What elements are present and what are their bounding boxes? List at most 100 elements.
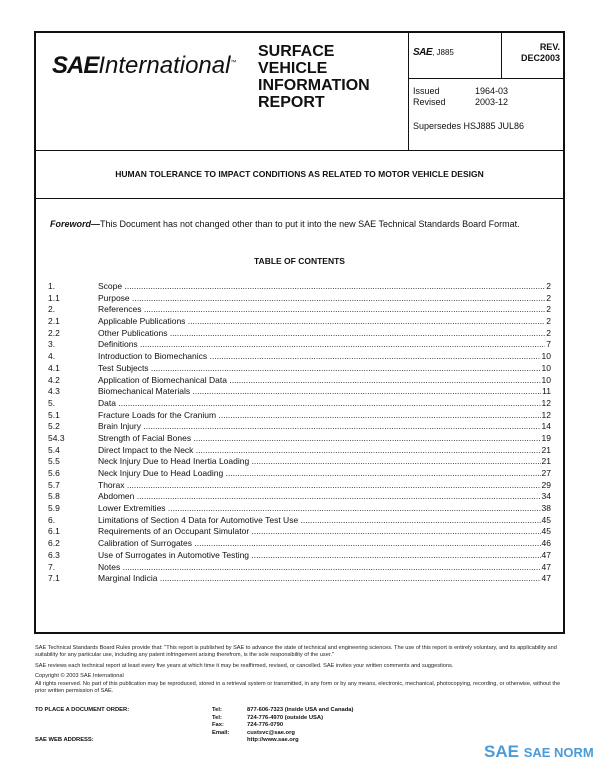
toc-title: Biomechanical Materials bbox=[98, 386, 541, 398]
toc-number: 5.6 bbox=[48, 468, 60, 478]
rules-text: SAE Technical Standards Board Rules prov… bbox=[35, 645, 557, 659]
contact-value[interactable]: custsvc@sae.org bbox=[247, 729, 295, 736]
toc-entry[interactable]: 5.5 Neck Injury Due to Head Inertia Loadi… bbox=[48, 456, 551, 468]
toc-title: Other Publications bbox=[98, 328, 545, 340]
toc-number: 4.1 bbox=[48, 362, 60, 373]
toc-entry[interactable]: 2.2 Other Publications2 bbox=[48, 328, 551, 340]
report-type-line: REPORT bbox=[258, 94, 325, 111]
toc-page: 7 bbox=[546, 339, 551, 350]
toc-number: 6. bbox=[48, 514, 56, 525]
rev-label: REV. bbox=[539, 42, 560, 52]
toc-title: Purpose bbox=[98, 293, 545, 305]
report-type: SURFACE VEHICLE INFORMATION REPORT bbox=[258, 43, 370, 111]
doc-number: J885 bbox=[436, 48, 454, 57]
toc-page: 45 bbox=[541, 514, 551, 525]
toc-title: Data bbox=[98, 398, 541, 410]
toc-page: 11 bbox=[542, 386, 551, 397]
foreword-label: Foreword— bbox=[50, 219, 101, 229]
toc-entry[interactable]: 2.1 Applicable Publications2 bbox=[48, 316, 551, 328]
toc-title: Notes bbox=[98, 562, 541, 574]
toc-number: 1.1 bbox=[48, 292, 60, 303]
toc-title: Scope bbox=[98, 281, 545, 293]
toc-page: 2 bbox=[546, 281, 551, 291]
sae-international-logo: SAEInternational™ bbox=[52, 52, 237, 79]
toc-number: 6.2 bbox=[48, 538, 60, 549]
toc-number: 4. bbox=[48, 351, 56, 362]
toc-title: Limitations of Section 4 Data for Automo… bbox=[98, 515, 541, 527]
toc-page: 47 bbox=[541, 561, 551, 572]
toc-number: 3. bbox=[48, 339, 56, 350]
toc-entry[interactable]: 7. Notes47 bbox=[48, 562, 551, 574]
toc-entry[interactable]: 4.3 Biomechanical Materials11 bbox=[48, 386, 551, 398]
toc-entry[interactable]: 4. Introduction to Biomechanics10 bbox=[48, 351, 551, 363]
toc-title: References bbox=[98, 304, 545, 316]
toc-entry[interactable]: 2. References2 bbox=[48, 304, 551, 316]
toc-page: 47 bbox=[541, 573, 551, 584]
toc-title: Direct Impact to the Neck bbox=[98, 445, 541, 457]
toc-entry[interactable]: 6.3 Use of Surrogates in Automotive Testi… bbox=[48, 550, 551, 562]
toc-page: 10 bbox=[541, 351, 551, 362]
toc-number: 4.2 bbox=[48, 374, 60, 385]
toc-entry[interactable]: 5.1 Fracture Loads for the Cranium12 bbox=[48, 410, 551, 422]
toc-number: 5.8 bbox=[48, 491, 60, 502]
review-text: SAE reviews each technical report at lea… bbox=[35, 662, 454, 669]
toc-page: 27 bbox=[541, 468, 551, 478]
toc-page: 34 bbox=[541, 491, 551, 502]
toc-number: 7. bbox=[48, 561, 56, 572]
document-number: SAE, J885 bbox=[413, 47, 454, 58]
toc-page: 2 bbox=[546, 327, 551, 338]
toc-number: 5.7 bbox=[48, 479, 60, 490]
toc-entry[interactable]: 5.6 Neck Injury Due to Head Loading27 bbox=[48, 468, 551, 480]
toc-entry[interactable]: 4.1 Test Subjects10 bbox=[48, 363, 551, 375]
contact-value[interactable]: http://www.sae.org bbox=[247, 737, 299, 744]
toc-number: 6.3 bbox=[48, 549, 60, 560]
toc-entry[interactable]: 5.2 Brain Injury14 bbox=[48, 421, 551, 433]
toc-title: Brain Injury bbox=[98, 421, 541, 433]
document-header: SAEInternational™ SURFACE VEHICLE INFORM… bbox=[36, 33, 564, 151]
toc-title: Neck Injury Due to Head Inertia Loading bbox=[98, 456, 541, 468]
toc-title: Definitions bbox=[98, 339, 545, 351]
issued-value: 1964-03 bbox=[475, 86, 509, 96]
contact-value: 877-606-7323 (inside USA and Canada) bbox=[247, 707, 354, 713]
toc-number: 7.1 bbox=[48, 573, 60, 584]
toc-entry[interactable]: 6.2 Calibration of Surrogates46 bbox=[48, 538, 551, 550]
rev-value: DEC2003 bbox=[520, 53, 560, 63]
doc-prefix: SAE bbox=[413, 47, 433, 58]
toc-title: Neck Injury Due to Head Loading bbox=[98, 468, 541, 480]
toc-number: 2.1 bbox=[48, 316, 60, 327]
toc-entry[interactable]: 5.7 Thorax29 bbox=[48, 480, 551, 492]
toc-entry[interactable]: 5.9 Lower Extremities38 bbox=[48, 503, 551, 515]
toc-entry[interactable]: 7.1 Marginal Indicia47 bbox=[48, 573, 551, 585]
order-label: TO PLACE A DOCUMENT ORDER: bbox=[35, 707, 130, 713]
toc-page: 29 bbox=[541, 479, 551, 490]
toc-number: 5.4 bbox=[48, 444, 60, 455]
toc-entry[interactable]: 54.3 Strength of Facial Bones19 bbox=[48, 433, 551, 445]
toc-number: 1. bbox=[48, 281, 56, 291]
toc-page: 12 bbox=[541, 409, 551, 420]
toc-entry[interactable]: 4.2 Application of Biomechanical Data10 bbox=[48, 375, 551, 387]
toc-entry[interactable]: 3. Definitions7 bbox=[48, 339, 551, 351]
report-type-line: VEHICLE bbox=[258, 60, 328, 77]
toc-entry[interactable]: 5.4 Direct Impact to the Neck21 bbox=[48, 445, 551, 457]
sae-norm-watermark: SAE SAE NORM bbox=[484, 742, 594, 762]
toc-entry[interactable]: 6. Limitations of Section 4 Data for Auto… bbox=[48, 515, 551, 527]
toc-title: Abdomen bbox=[98, 491, 541, 503]
toc-title: Calibration of Surrogates bbox=[98, 538, 541, 550]
web-label: SAE WEB ADDRESS: bbox=[35, 737, 94, 744]
toc-title: Introduction to Biomechanics bbox=[98, 351, 541, 363]
toc-page: 19 bbox=[541, 432, 551, 443]
contact-item: Tel: 724-776-4970 (outside USA) bbox=[212, 715, 353, 723]
toc-number: 5. bbox=[48, 397, 56, 408]
toc-entry[interactable]: 1.1 Purpose2 bbox=[48, 293, 551, 305]
toc-entry[interactable]: 6.1 Requirements of an Occupant Simulator… bbox=[48, 526, 551, 538]
watermark-logo: SAE bbox=[484, 742, 519, 761]
table-of-contents: 1.Scope21.1Purpose22.References22.1Appli… bbox=[48, 281, 551, 585]
toc-heading: TABLE OF CONTENTS bbox=[254, 256, 345, 266]
toc-number: 5.1 bbox=[48, 409, 60, 420]
toc-page: 2 bbox=[546, 304, 551, 315]
toc-entry[interactable]: 1. Scope2 bbox=[48, 281, 551, 293]
toc-entry[interactable]: 5.8 Abdomen34 bbox=[48, 491, 551, 503]
toc-title: Use of Surrogates in Automotive Testing bbox=[98, 550, 541, 562]
toc-title: Marginal Indicia bbox=[98, 573, 541, 585]
toc-entry[interactable]: 5. Data12 bbox=[48, 398, 551, 410]
